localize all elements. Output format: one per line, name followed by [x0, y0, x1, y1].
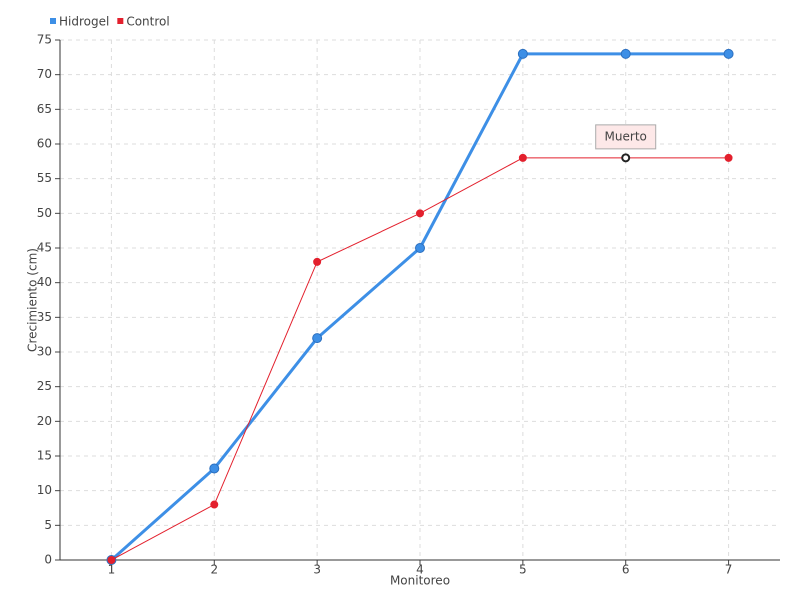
y-tick-label: 0: [44, 553, 52, 567]
y-tick-label: 35: [37, 310, 52, 324]
data-point: [620, 48, 631, 59]
y-tick-label: 10: [37, 483, 52, 497]
y-tick-label: 20: [37, 414, 52, 428]
y-tick-label: 5: [44, 518, 52, 532]
data-point: [313, 257, 322, 266]
y-tick-label: 60: [37, 137, 52, 151]
x-tick-label: 1: [108, 563, 116, 577]
y-tick-label: 65: [37, 102, 52, 116]
data-point: [518, 153, 527, 162]
y-tick-label: 30: [37, 345, 52, 359]
data-point: [415, 243, 425, 253]
x-tick-label: 3: [313, 563, 321, 577]
x-tick-label: 6: [622, 563, 630, 577]
data-point: [312, 333, 323, 344]
y-axis-label: Crecimiento (cm): [26, 248, 40, 352]
annotation-text: Muerto: [605, 129, 647, 143]
legend-swatch: [117, 18, 124, 24]
data-point: [517, 48, 528, 59]
y-tick-label: 70: [37, 67, 52, 81]
data-point: [723, 48, 734, 59]
y-tick-label: 40: [37, 275, 52, 289]
x-tick-label: 2: [210, 563, 218, 577]
x-tick-label: 5: [519, 563, 527, 577]
data-point: [416, 209, 424, 218]
y-tick-label: 25: [37, 379, 52, 393]
data-point: [724, 153, 733, 162]
data-point: [209, 463, 220, 474]
y-tick-label: 15: [37, 449, 52, 463]
y-tick-label: 50: [37, 206, 52, 220]
data-point: [210, 500, 219, 509]
x-tick-label: 4: [416, 563, 424, 577]
legend-label: Hidrogel: [59, 15, 109, 29]
legend-label: Control: [126, 15, 169, 29]
annotation: Muerto: [595, 124, 657, 150]
y-tick-label: 75: [37, 33, 52, 47]
data-point: [621, 153, 631, 163]
x-tick-label: 7: [725, 563, 733, 577]
x-axis-label: Monitoreo: [390, 574, 450, 588]
data-point: [107, 556, 116, 564]
y-tick-label: 45: [37, 241, 52, 255]
legend-swatch: [50, 18, 56, 24]
y-tick-label: 55: [37, 171, 52, 185]
annotation-box: [595, 124, 657, 150]
